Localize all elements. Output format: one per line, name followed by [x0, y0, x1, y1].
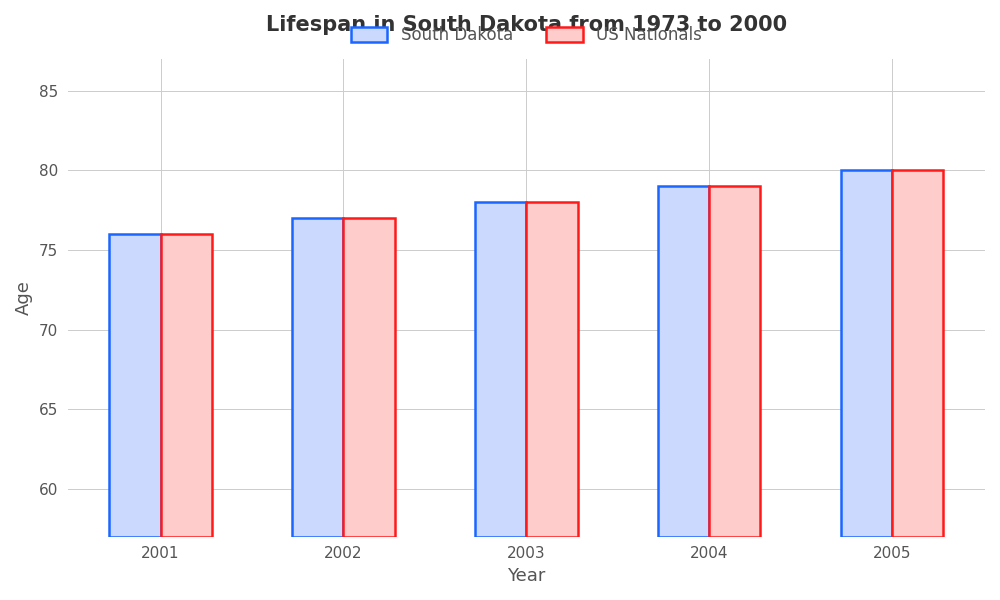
Bar	[841, 170, 892, 537]
Legend: South Dakota, US Nationals: South Dakota, US Nationals	[344, 19, 709, 50]
Bar	[658, 186, 709, 537]
Bar	[526, 202, 578, 537]
Title: Lifespan in South Dakota from 1973 to 2000: Lifespan in South Dakota from 1973 to 20…	[266, 15, 787, 35]
X-axis label: Year: Year	[507, 567, 546, 585]
Bar	[892, 170, 943, 537]
Bar	[343, 218, 395, 537]
Y-axis label: Age: Age	[15, 280, 33, 315]
Bar	[475, 202, 526, 537]
Bar	[709, 186, 760, 537]
Bar	[292, 218, 343, 537]
Bar	[109, 234, 161, 537]
Bar	[161, 234, 212, 537]
